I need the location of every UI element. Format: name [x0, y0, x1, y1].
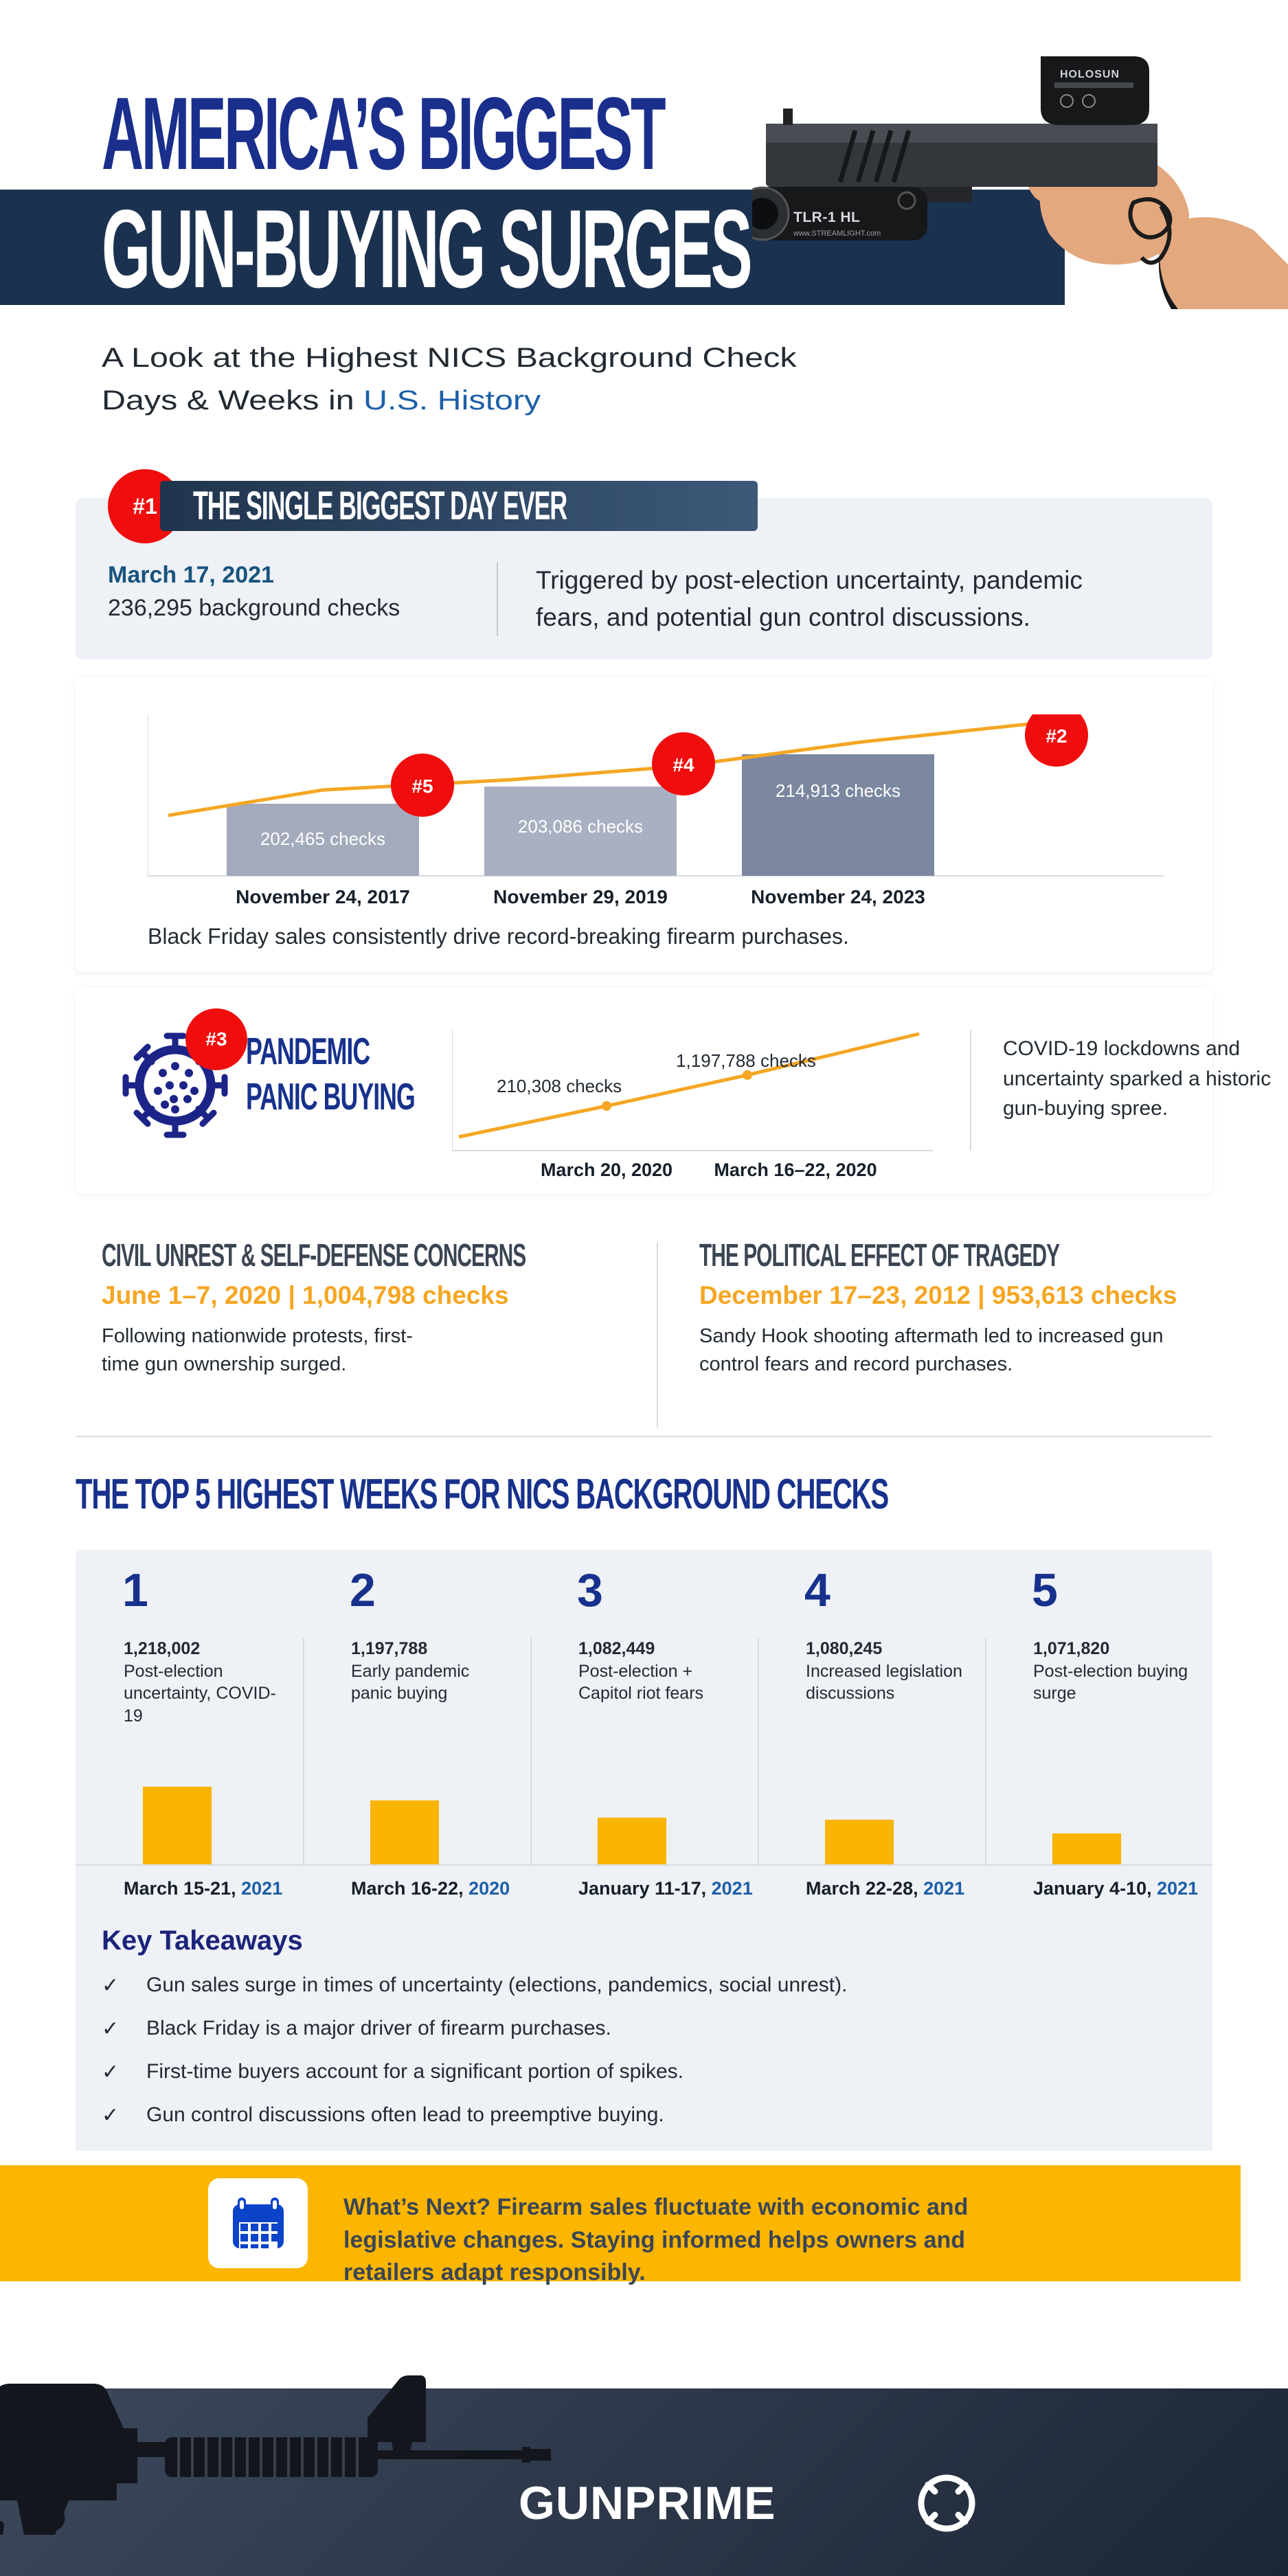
svg-text:210,308 checks: 210,308 checks [497, 1076, 622, 1096]
svg-text:203,086 checks: 203,086 checks [518, 816, 643, 837]
svg-text:#5: #5 [411, 776, 433, 797]
svg-text:1,197,788 checks: 1,197,788 checks [676, 1050, 816, 1071]
svg-text:November 29, 2019: November 29, 2019 [493, 886, 668, 907]
svg-text:202,465 checks: 202,465 checks [260, 828, 385, 849]
svg-text:HOLOSUN: HOLOSUN [1060, 69, 1120, 80]
svg-text:www.STREAMLIGHT.com: www.STREAMLIGHT.com [793, 229, 881, 238]
svg-text:November 24, 2023: November 24, 2023 [751, 886, 925, 907]
svg-text:214,913 checks: 214,913 checks [776, 780, 901, 801]
svg-text:TLR-1 HL: TLR-1 HL [793, 210, 860, 225]
svg-text:November 24, 2017: November 24, 2017 [236, 886, 410, 907]
svg-text:#2: #2 [1046, 725, 1067, 747]
svg-text:#4: #4 [673, 754, 694, 776]
svg-text:March 16–22, 2020: March 16–22, 2020 [714, 1160, 877, 1180]
svg-text:March 20, 2020: March 20, 2020 [541, 1160, 673, 1180]
